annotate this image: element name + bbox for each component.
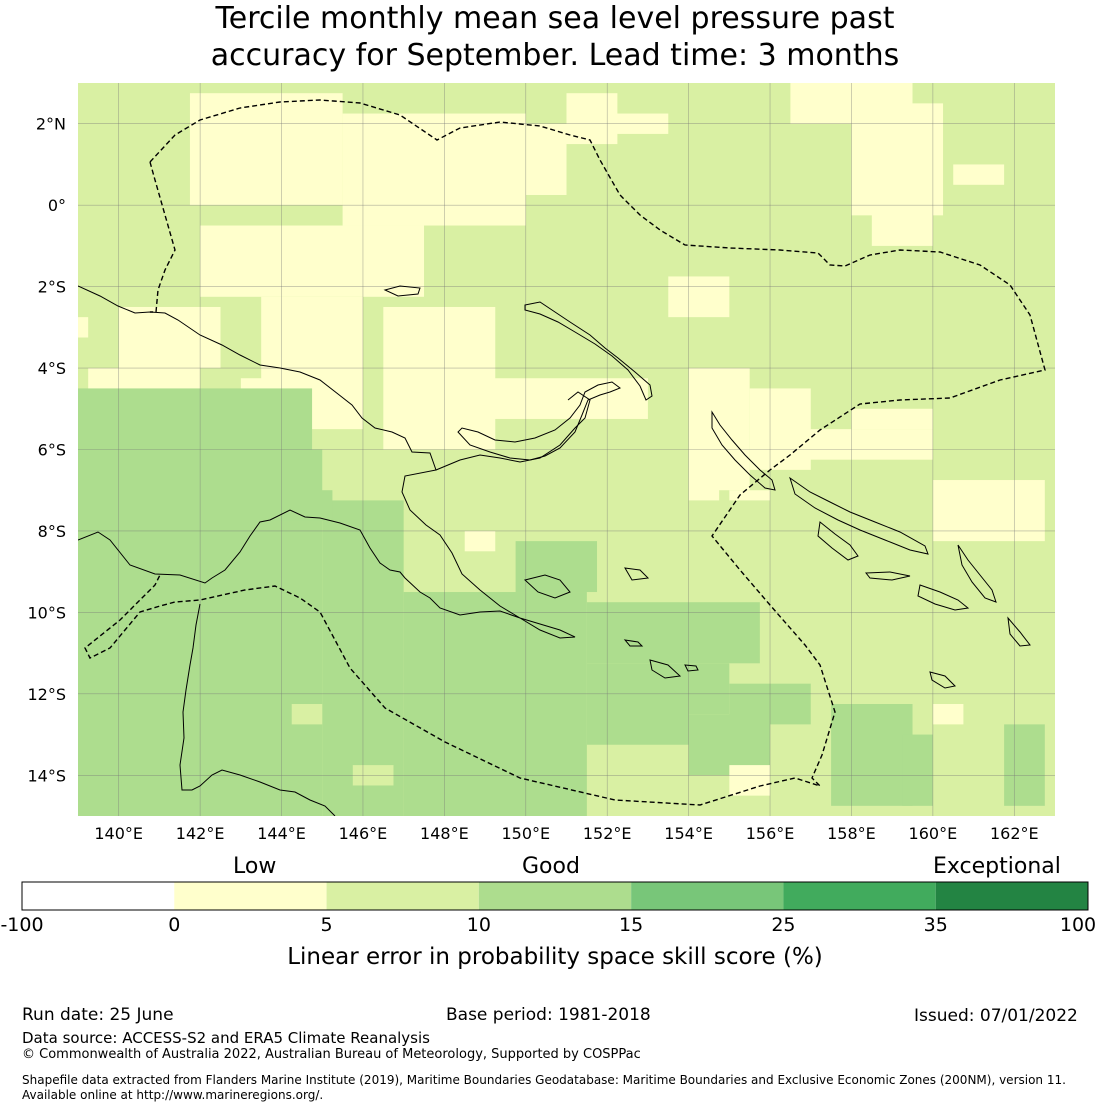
eez-boundary-png [84, 99, 1046, 806]
latitude-tick-label: 14°S [27, 766, 66, 785]
skill-cell [525, 123, 567, 195]
huon-gulf-coastline [435, 391, 591, 471]
skill-cell [464, 530, 496, 552]
skill-cell [932, 704, 964, 725]
latitude-tick-label: 6°S [38, 441, 66, 460]
skill-cell [688, 449, 720, 501]
skill-cell [790, 429, 933, 460]
title-line-1: Tercile monthly mean sea level pressure … [215, 1, 895, 36]
skill-cell [831, 704, 913, 806]
colorbar-swatch [631, 882, 784, 910]
colorbar-tick-label: 35 [923, 914, 948, 936]
longitude-tick-label: 160°E [909, 824, 958, 843]
run-date: Run date: 25 June [22, 1005, 174, 1025]
colorbar-tick-label: 100 [1059, 914, 1097, 936]
map-title: Tercile monthly mean sea level pressure … [0, 0, 1110, 74]
latitude-tick-label: 2°N [36, 115, 66, 134]
skill-cell [403, 592, 587, 816]
longitude-tick-label: 144°E [257, 824, 306, 843]
colorbar-tick-label: 10 [466, 914, 491, 936]
axis-labels: 140°E 142°E 144°E 146°E 148°E 150°E 152°E 154°E… [27, 115, 1038, 843]
new-guinea-coastline [78, 285, 576, 639]
skill-cell [851, 103, 944, 216]
data-source: Data source: ACCESS-S2 and ERA5 Climate … [22, 1029, 430, 1047]
skill-cell [932, 480, 1045, 542]
colorbar-category-exceptional: Exceptional [933, 854, 1061, 879]
latitude-tick-label: 10°S [27, 603, 66, 622]
skill-cell [902, 734, 933, 806]
manus-coastline [383, 285, 421, 297]
longitude-tick-label: 152°E [583, 824, 632, 843]
longitude-tick-label: 162°E [990, 824, 1039, 843]
colorbar-tick-label: 25 [771, 914, 796, 936]
colorbar-category-good: Good [522, 854, 580, 879]
longitude-tick-label: 158°E [827, 824, 876, 843]
skill-cell [851, 408, 933, 430]
skill-cell [668, 276, 730, 318]
colorbar-tick-label: 0 [168, 914, 181, 936]
skill-cell [189, 93, 343, 206]
skill-cell [291, 704, 323, 725]
colorbar-swatch [478, 882, 632, 910]
colorbar-outline [21, 881, 1089, 911]
longitude-tick-label: 142°E [176, 824, 225, 843]
skill-cell [271, 490, 333, 521]
colorbar-tick-label: 15 [619, 914, 644, 936]
skill-cell [383, 306, 496, 450]
copyright: © Commonwealth of Australia 2022, Austra… [22, 1047, 641, 1062]
colorbar-tick-label: -100 [0, 914, 44, 936]
new-ireland-coastline [524, 301, 653, 401]
latitude-tick-label: 0° [48, 196, 66, 215]
longitude-tick-label: 154°E [664, 824, 713, 843]
skill-cell [485, 378, 648, 419]
longitude-tick-label: 156°E [746, 824, 795, 843]
skill-cell [688, 663, 730, 715]
colorbar-category-low: Low [233, 854, 277, 879]
skill-cell [953, 164, 1005, 185]
skill-cell [78, 388, 313, 450]
longitude-tick-label: 150°E [501, 824, 550, 843]
colorbar [21, 881, 1089, 911]
skill-cell [729, 490, 771, 501]
longitude-tick-label: 140°E [94, 824, 143, 843]
southeast-islands-coastline [523, 567, 699, 679]
colorbar-tick-label: 5 [320, 914, 333, 936]
issued-date: Issued: 07/01/2022 [914, 1006, 1078, 1026]
latitude-tick-label: 12°S [27, 685, 66, 704]
colorbar-swatch [326, 882, 479, 910]
skill-cell [200, 225, 425, 297]
shapefile-credit-line-2: Available online at http://www.marinereg… [22, 1088, 324, 1102]
skill-cell [586, 602, 760, 664]
colorbar-swatch [174, 882, 327, 910]
australia-coastline [179, 603, 336, 816]
new-britain-coastline [457, 381, 622, 461]
latitude-tick-label: 8°S [38, 522, 66, 541]
shapefile-credit-line-1: Shapefile data extracted from Flanders M… [22, 1073, 1066, 1087]
latitude-tick-label: 4°S [38, 359, 66, 378]
skill-cell [729, 765, 771, 796]
title-line-2: accuracy for September. Lead time: 3 mon… [210, 38, 900, 73]
skill-cell [1004, 724, 1045, 806]
skill-cell [871, 205, 933, 246]
skill-cell [515, 541, 598, 593]
longitude-tick-label: 146°E [339, 824, 388, 843]
longitude-tick-label: 148°E [420, 824, 469, 843]
solomon-islands-coastline [789, 476, 1031, 689]
colorbar-label: Linear error in probability space skill … [287, 944, 823, 970]
latitude-tick-label: 2°S [38, 278, 66, 297]
colorbar-swatch [935, 882, 1088, 910]
skill-cell [78, 317, 89, 338]
colorbar-swatch [22, 882, 175, 910]
skill-cell [586, 663, 689, 745]
colorbar-swatch [783, 882, 936, 910]
gridlines [78, 83, 1055, 816]
base-period: Base period: 1981-2018 [446, 1005, 651, 1025]
skill-cell [342, 113, 526, 226]
bougainville-coastline [711, 410, 776, 491]
